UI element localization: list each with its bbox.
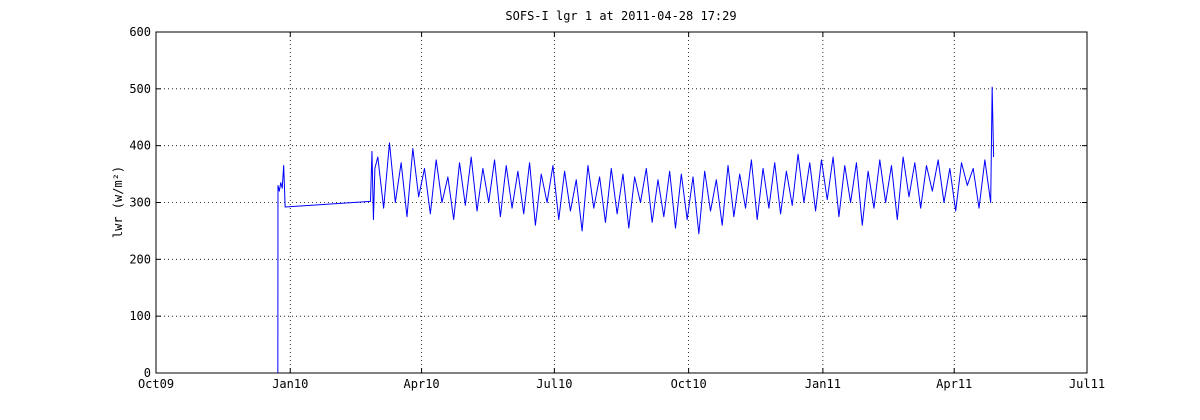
y-tick-label: 0 <box>144 366 151 380</box>
y-tick-label: 100 <box>129 309 151 323</box>
y-axis-label: lwr (w/m²) <box>111 166 125 238</box>
x-tick-label: Jul11 <box>1069 377 1105 391</box>
x-tick-label: Apr11 <box>936 377 972 391</box>
x-tick-label: Oct10 <box>671 377 707 391</box>
y-tick-label: 500 <box>129 82 151 96</box>
plot-box <box>155 31 1088 374</box>
x-tick-label: Jan10 <box>272 377 308 391</box>
y-tick-label: 400 <box>129 139 151 153</box>
x-tick-label: Oct09 <box>138 377 174 391</box>
chart-title: SOFS-I lgr 1 at 2011-04-28 17:29 <box>505 9 736 23</box>
x-tick-label: Jan11 <box>805 377 841 391</box>
y-tick-label: 300 <box>129 196 151 210</box>
data-line <box>277 86 995 374</box>
y-tick-label: 200 <box>129 252 151 266</box>
x-tick-label: Apr10 <box>404 377 440 391</box>
y-tick-label: 600 <box>129 25 151 39</box>
x-tick-label: Jul10 <box>536 377 572 391</box>
